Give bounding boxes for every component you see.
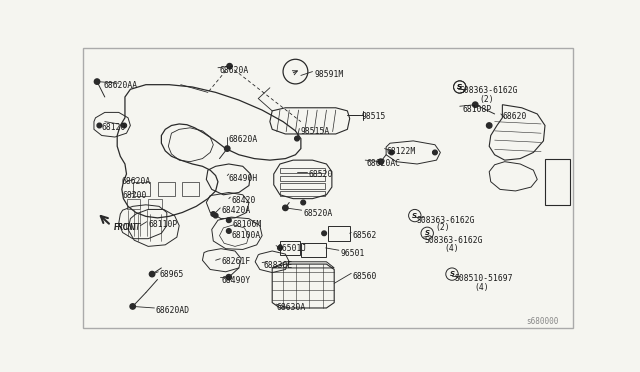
Text: 68562: 68562: [353, 231, 377, 240]
Text: (4): (4): [474, 283, 489, 292]
Text: 68520: 68520: [308, 170, 333, 179]
Text: 68261F: 68261F: [222, 257, 251, 266]
Text: 68420A: 68420A: [222, 206, 251, 215]
Text: 68560: 68560: [353, 272, 377, 281]
Circle shape: [294, 136, 300, 141]
Circle shape: [149, 272, 155, 277]
Text: 96501: 96501: [340, 249, 365, 258]
Circle shape: [94, 79, 100, 84]
Circle shape: [211, 212, 216, 217]
Text: 68520A: 68520A: [303, 209, 332, 218]
Text: S08363-6162G: S08363-6162G: [460, 86, 518, 95]
Circle shape: [486, 123, 492, 128]
Text: 68630A: 68630A: [276, 302, 305, 312]
Circle shape: [301, 200, 305, 205]
Text: s680000: s680000: [527, 317, 559, 326]
Text: 68620AC: 68620AC: [367, 158, 401, 168]
Circle shape: [97, 123, 102, 128]
Text: 68100A: 68100A: [232, 231, 261, 240]
Text: S: S: [412, 212, 417, 219]
Text: S08510-51697: S08510-51697: [454, 274, 513, 283]
Text: 96501J: 96501J: [278, 244, 307, 253]
Bar: [127, 199, 140, 209]
Circle shape: [227, 229, 231, 233]
Bar: [132, 182, 150, 196]
Text: 68110P: 68110P: [148, 220, 177, 229]
Bar: [545, 158, 570, 205]
Circle shape: [278, 246, 282, 250]
Text: (4): (4): [444, 244, 459, 253]
Text: 68620AD: 68620AD: [156, 307, 190, 315]
Circle shape: [389, 150, 394, 155]
Circle shape: [227, 218, 231, 222]
Text: S: S: [425, 230, 429, 236]
Text: 68120: 68120: [102, 123, 126, 132]
Bar: [148, 199, 162, 209]
Text: S: S: [449, 271, 454, 277]
Text: 68200: 68200: [123, 191, 147, 200]
Text: 98515A: 98515A: [301, 127, 330, 136]
Circle shape: [227, 64, 232, 69]
Text: (2): (2): [436, 223, 451, 232]
Text: 68620A: 68620A: [121, 177, 150, 186]
Text: 68490H: 68490H: [229, 174, 258, 183]
Text: 68106M: 68106M: [233, 220, 262, 229]
Circle shape: [122, 123, 127, 128]
Text: 68830E: 68830E: [264, 261, 293, 270]
Bar: [280, 168, 325, 173]
Bar: [301, 243, 326, 257]
Bar: [328, 225, 349, 241]
Text: 68620A: 68620A: [229, 135, 258, 144]
Text: 68420: 68420: [232, 196, 256, 205]
Bar: [280, 183, 325, 189]
Bar: [280, 191, 325, 196]
Bar: [280, 176, 325, 181]
Text: 68620: 68620: [502, 112, 527, 121]
Bar: [182, 182, 199, 196]
Bar: [157, 182, 175, 196]
Text: 68490Y: 68490Y: [221, 276, 250, 285]
Circle shape: [213, 213, 218, 218]
Circle shape: [378, 159, 383, 164]
Text: (2): (2): [479, 95, 493, 104]
Circle shape: [283, 205, 288, 211]
Text: S: S: [457, 84, 462, 90]
Text: 68108P: 68108P: [462, 105, 492, 114]
Text: 98591M: 98591M: [315, 70, 344, 79]
Circle shape: [226, 275, 232, 280]
Circle shape: [472, 102, 478, 108]
Circle shape: [130, 304, 136, 309]
Text: S08363-6162G: S08363-6162G: [425, 235, 483, 245]
Text: S: S: [457, 84, 462, 90]
Bar: [280, 241, 300, 255]
Text: FRONT: FRONT: [113, 223, 138, 232]
Text: 68122M: 68122M: [386, 147, 415, 156]
Text: FRONT: FRONT: [113, 223, 141, 232]
Text: 68620A: 68620A: [220, 66, 249, 75]
Circle shape: [322, 231, 326, 235]
Text: 68620AA: 68620AA: [103, 81, 138, 90]
Text: 68965: 68965: [160, 270, 184, 279]
Text: 98515: 98515: [362, 112, 386, 121]
Text: S08363-6162G: S08363-6162G: [417, 216, 475, 225]
Circle shape: [225, 146, 230, 151]
Circle shape: [433, 150, 437, 155]
